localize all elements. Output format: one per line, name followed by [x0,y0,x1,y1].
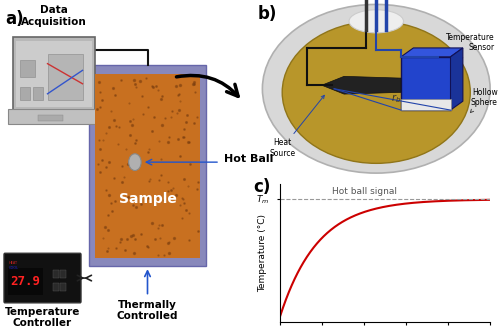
Bar [8,268,42,295]
Text: Data
Acquisition: Data Acquisition [21,5,86,27]
Text: a): a) [5,10,24,28]
Text: b): b) [258,5,277,23]
Text: Thermally
Controlled: Thermally Controlled [117,300,178,321]
Bar [89,65,206,266]
Ellipse shape [262,4,490,173]
Text: COOL: COOL [9,266,19,270]
Text: Temperature
Sensor: Temperature Sensor [446,33,495,68]
Text: Hot ball signal: Hot ball signal [332,187,398,196]
Text: c): c) [254,178,271,196]
Polygon shape [401,48,463,57]
Text: Temperature
Controller: Temperature Controller [5,307,80,328]
Polygon shape [450,48,463,110]
Bar [60,270,66,278]
Y-axis label: Temperature (°C): Temperature (°C) [258,214,267,292]
Bar [20,87,30,100]
FancyBboxPatch shape [4,253,81,303]
Bar [52,270,59,278]
Bar [8,109,100,124]
Bar [401,57,450,110]
Bar [48,54,82,100]
Circle shape [128,154,141,171]
Text: Sample: Sample [118,192,176,206]
Bar [20,60,35,77]
Bar [38,115,62,121]
Text: HEAT: HEAT [9,261,18,265]
Bar [60,283,66,291]
Ellipse shape [282,21,470,163]
Bar [95,74,200,258]
Text: Hollow
Sphere: Hollow Sphere [470,88,498,113]
Ellipse shape [349,10,404,33]
Bar [52,283,59,291]
Bar [32,87,42,100]
Text: 27.9: 27.9 [10,275,40,288]
Text: Hot Ball: Hot Ball [224,154,273,164]
Bar [12,37,95,111]
Bar [16,41,92,107]
Polygon shape [322,76,401,94]
Text: $r_b$: $r_b$ [391,92,401,105]
Bar [401,99,450,110]
Text: $T_m$: $T_m$ [256,193,270,206]
Text: Heat
Source: Heat Source [269,95,324,158]
